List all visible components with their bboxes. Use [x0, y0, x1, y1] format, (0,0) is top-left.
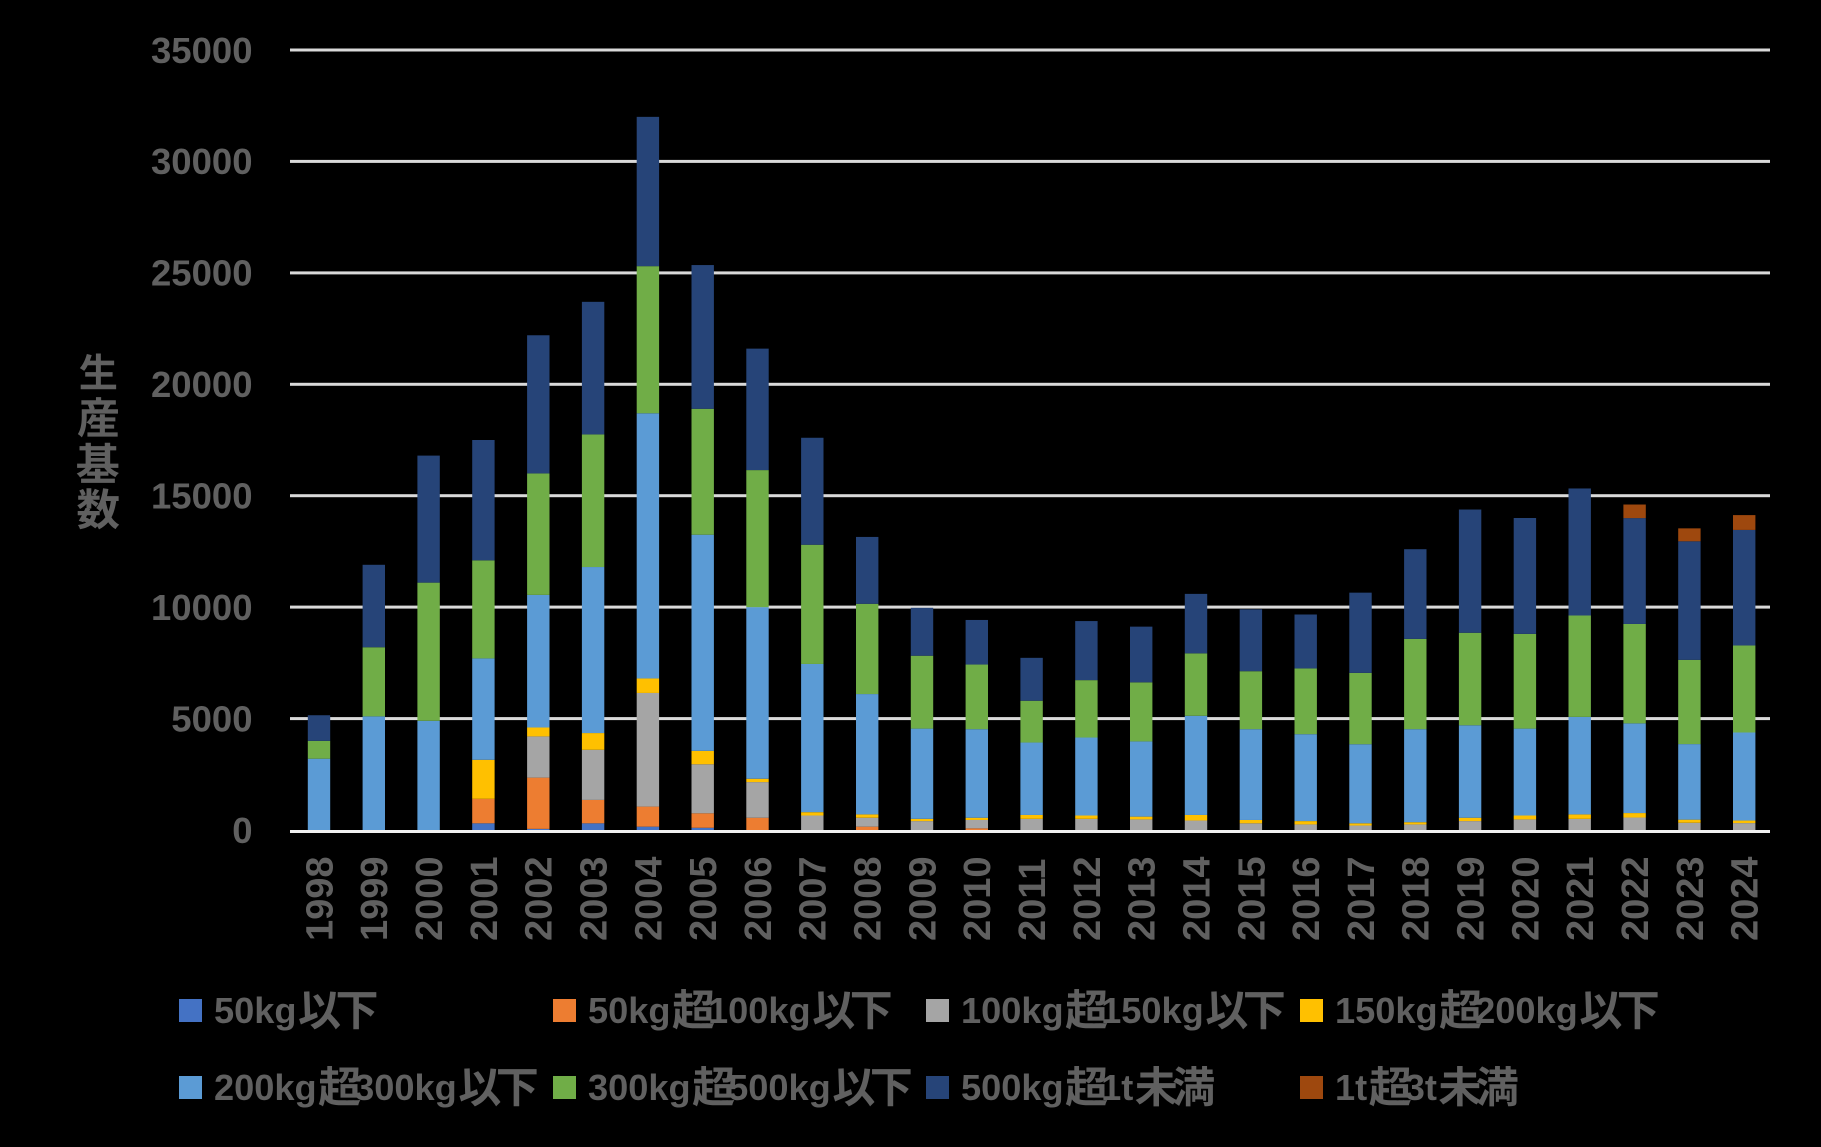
svg-text:2020: 2020 [1505, 856, 1547, 941]
svg-text:100kg: 100kg [708, 990, 811, 1031]
svg-text:2007: 2007 [793, 856, 835, 941]
svg-text:150kg: 150kg [1335, 990, 1438, 1031]
svg-text:2017: 2017 [1341, 856, 1383, 941]
svg-text:1998: 1998 [299, 856, 341, 941]
svg-text:300kg: 300kg [588, 1067, 691, 1108]
svg-text:1t: 1t [1335, 1067, 1367, 1108]
svg-text:2008: 2008 [848, 856, 890, 941]
svg-text:100kg: 100kg [961, 990, 1064, 1031]
svg-text:50kg: 50kg [588, 990, 670, 1031]
svg-text:2005: 2005 [683, 856, 725, 941]
svg-text:10000: 10000 [151, 587, 253, 628]
svg-text:2022: 2022 [1615, 856, 1657, 941]
svg-text:200kg: 200kg [214, 1067, 317, 1108]
svg-text:2013: 2013 [1122, 856, 1164, 941]
svg-text:200kg: 200kg [1475, 990, 1578, 1031]
svg-text:20000: 20000 [151, 364, 253, 405]
svg-text:2004: 2004 [628, 856, 670, 941]
svg-text:2019: 2019 [1451, 856, 1493, 941]
svg-text:2001: 2001 [464, 856, 506, 941]
svg-text:1t: 1t [1101, 1067, 1133, 1108]
svg-text:2010: 2010 [957, 856, 999, 941]
svg-text:0: 0 [232, 810, 252, 851]
svg-text:500kg: 500kg [728, 1067, 831, 1108]
svg-text:2018: 2018 [1396, 856, 1438, 941]
svg-text:30000: 30000 [151, 141, 253, 182]
svg-text:2016: 2016 [1286, 856, 1328, 941]
svg-text:50kg: 50kg [214, 990, 296, 1031]
svg-text:2000: 2000 [409, 856, 451, 941]
svg-text:35000: 35000 [151, 30, 253, 71]
svg-text:2011: 2011 [1012, 859, 1054, 941]
svg-text:1999: 1999 [354, 856, 396, 941]
svg-text:5000: 5000 [171, 698, 252, 739]
svg-text:2024: 2024 [1725, 856, 1767, 941]
svg-text:150kg: 150kg [1101, 990, 1204, 1031]
svg-text:2003: 2003 [574, 856, 616, 941]
svg-text:15000: 15000 [151, 476, 253, 517]
svg-text:500kg: 500kg [961, 1067, 1064, 1108]
svg-text:2021: 2021 [1560, 856, 1602, 941]
svg-text:2002: 2002 [519, 856, 561, 941]
svg-text:2015: 2015 [1231, 856, 1273, 941]
svg-text:2006: 2006 [738, 856, 780, 941]
svg-text:2014: 2014 [1176, 856, 1218, 941]
svg-text:300kg: 300kg [354, 1067, 457, 1108]
svg-text:25000: 25000 [151, 253, 253, 294]
svg-text:2012: 2012 [1067, 856, 1109, 941]
svg-text:2023: 2023 [1670, 856, 1712, 941]
svg-text:2009: 2009 [902, 856, 944, 941]
svg-text:3t: 3t [1405, 1067, 1437, 1108]
